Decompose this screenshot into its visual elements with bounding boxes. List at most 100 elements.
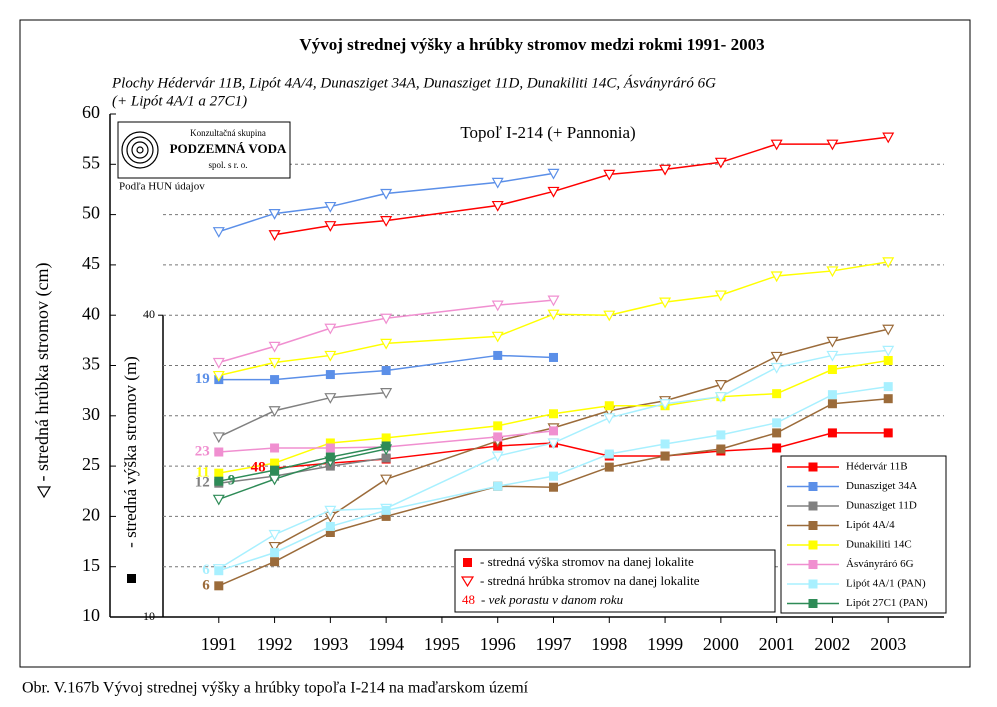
height-marker xyxy=(493,481,503,491)
diameter-marker xyxy=(714,380,727,391)
diameter-marker xyxy=(491,331,504,343)
source-note: Podľa HUN údajov xyxy=(119,181,205,193)
height-marker xyxy=(716,430,726,440)
ylabel-symbol xyxy=(36,486,52,499)
legend-square xyxy=(808,462,818,472)
x-tick-label: 1996 xyxy=(480,634,516,654)
y-tick-label: 45 xyxy=(82,253,100,273)
x-tick-label: 2000 xyxy=(703,634,739,654)
diameter-marker xyxy=(324,350,337,362)
diameter-line xyxy=(218,172,554,233)
height-marker xyxy=(325,527,335,537)
height-marker xyxy=(604,449,614,459)
y-tick-label: 10 xyxy=(82,605,100,625)
diameter-marker xyxy=(770,351,783,363)
height-marker xyxy=(827,390,837,400)
diameter-marker xyxy=(770,139,783,151)
y-axis-label: - stredná hrúbka stromov (cm) xyxy=(32,263,53,482)
height-marker xyxy=(827,399,837,409)
diameter-marker xyxy=(268,529,281,541)
diameter-marker xyxy=(547,295,560,307)
diameter-marker xyxy=(212,432,225,444)
diameter-marker xyxy=(547,438,560,450)
legend-label: Lipót 4A/4 xyxy=(846,519,895,531)
legend-square xyxy=(808,501,818,511)
height-marker xyxy=(716,444,726,454)
x-tick-label: 1999 xyxy=(647,634,683,654)
legend-label: Lipót 27C1 (PAN) xyxy=(846,597,928,609)
diameter-line xyxy=(218,391,387,438)
height-marker xyxy=(883,355,893,365)
diameter-marker xyxy=(380,474,393,486)
subtitle: (+ Lipót 4A/1 a 27C1) xyxy=(112,93,247,109)
diameter-marker xyxy=(380,188,393,200)
height-marker xyxy=(381,453,391,463)
height-marker xyxy=(214,468,224,478)
diameter-marker xyxy=(491,177,504,189)
x-tick-label: 2002 xyxy=(814,634,850,654)
legend-square xyxy=(808,482,818,491)
diameter-marker xyxy=(547,186,560,198)
diameter-marker xyxy=(324,505,337,517)
diameter-marker xyxy=(380,338,393,350)
y-tick-label: 20 xyxy=(82,505,100,525)
height-marker xyxy=(660,451,670,461)
x-tick-label: 1993 xyxy=(312,634,348,654)
legend-square xyxy=(808,599,818,608)
height-marker xyxy=(325,521,335,531)
diameter-marker xyxy=(770,362,783,374)
logo-box xyxy=(117,121,291,179)
diameter-marker xyxy=(324,393,337,404)
x-tick-label: 1991 xyxy=(201,634,237,654)
y-tick-label: 60 xyxy=(82,102,100,122)
logo-icon xyxy=(121,131,159,169)
key-text: - vek porastu v danom roku xyxy=(481,592,624,607)
height-marker xyxy=(772,389,782,399)
x-tick-label: 1998 xyxy=(591,634,627,654)
height-marker xyxy=(772,443,782,453)
height-marker xyxy=(493,421,503,431)
height-marker xyxy=(325,438,335,448)
diameter-line xyxy=(218,349,889,570)
key-text: - stredná výška stromov na danej lokalit… xyxy=(480,554,694,569)
diameter-marker xyxy=(212,494,225,506)
height-marker xyxy=(214,447,224,457)
y-tick-label: 15 xyxy=(82,555,100,575)
caption: Obr. V.167b Vývoj strednej výšky a hrúbk… xyxy=(22,680,529,697)
legend-square xyxy=(808,540,818,550)
diameter-marker xyxy=(380,313,393,325)
height-marker xyxy=(214,581,224,591)
key-box xyxy=(454,549,776,613)
height-line xyxy=(218,385,889,572)
diameter-marker xyxy=(882,132,895,144)
diameter-marker xyxy=(380,388,393,399)
key-square xyxy=(463,558,472,567)
height-marker xyxy=(549,409,558,419)
legend-label: Ásványráró 6G xyxy=(846,558,914,570)
logo-text: Konzultačná skupina xyxy=(190,128,266,138)
height-marker xyxy=(381,441,391,451)
over-layer: Vývoj strednej výšky a hrúbky stromov me… xyxy=(22,35,947,697)
diameter-marker xyxy=(882,324,895,336)
height-marker xyxy=(549,471,558,481)
height-marker xyxy=(325,452,335,462)
diameter-marker xyxy=(714,157,727,169)
age-label: 12 xyxy=(195,475,210,491)
height-marker xyxy=(325,370,335,380)
age-label: 9 xyxy=(228,473,236,489)
legend-square xyxy=(808,560,818,569)
height-marker xyxy=(493,432,503,442)
grid-layer xyxy=(109,113,944,623)
y-tick-label: 50 xyxy=(82,203,100,223)
x-tick-label: 1992 xyxy=(257,634,293,654)
height-line xyxy=(218,445,387,482)
height-marker xyxy=(827,365,837,375)
diameter-marker xyxy=(826,266,839,278)
diameter-marker xyxy=(603,413,616,425)
height-line xyxy=(218,354,554,381)
diameter-marker xyxy=(659,297,672,309)
diameter-marker xyxy=(659,164,672,176)
diameter-marker xyxy=(268,406,281,418)
key-age-example: 48 xyxy=(462,592,475,607)
